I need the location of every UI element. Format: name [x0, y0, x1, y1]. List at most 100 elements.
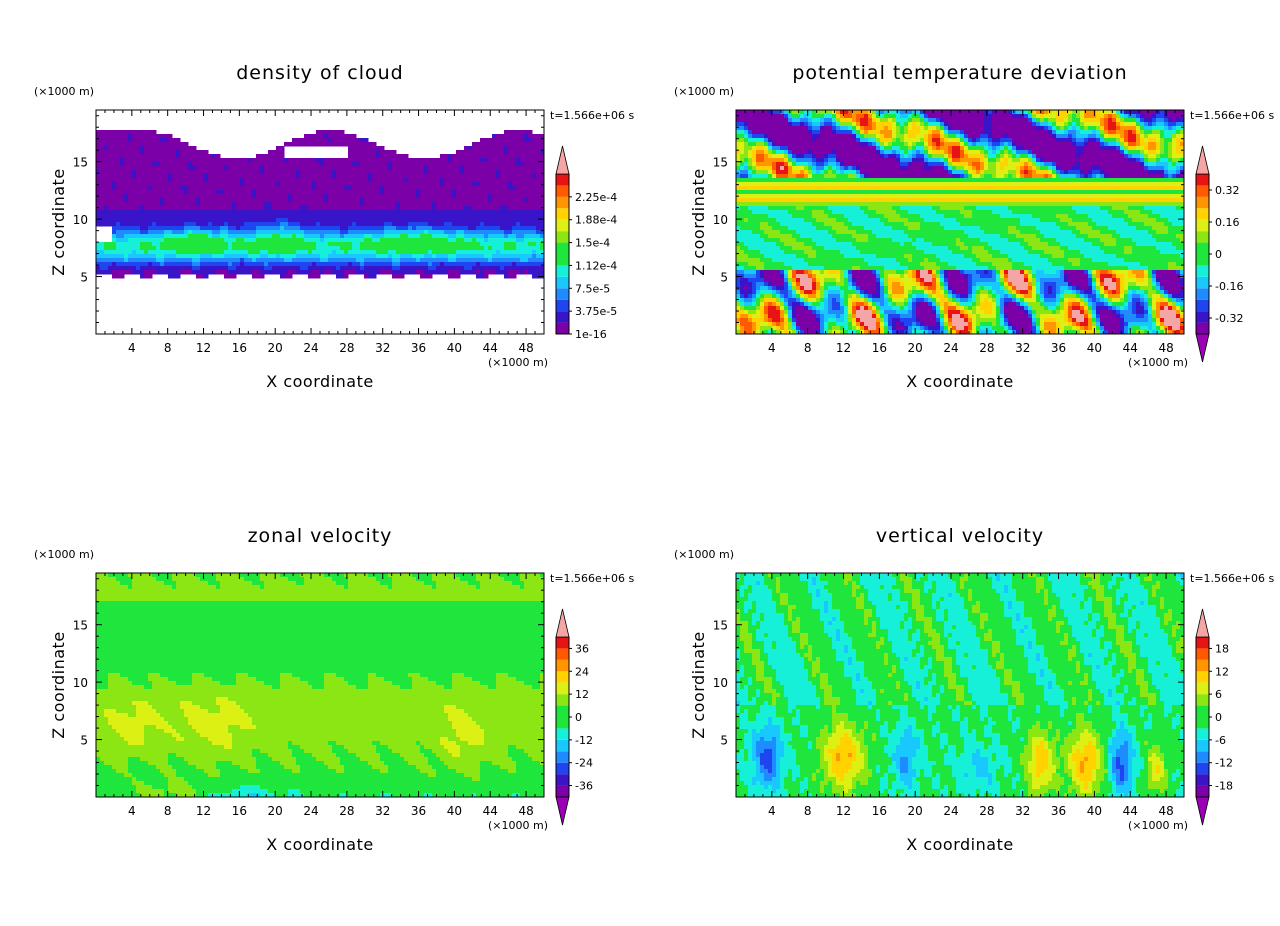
field-cell [336, 254, 341, 259]
field-cell [964, 114, 969, 119]
field-cell [1048, 134, 1053, 139]
field-cell [132, 214, 137, 219]
field-cell [504, 182, 509, 187]
field-cell [172, 178, 177, 183]
field-cell [184, 218, 189, 223]
field-cell [880, 110, 885, 115]
field-cell [328, 250, 333, 255]
field-cell [264, 222, 269, 227]
field-cell [892, 130, 897, 135]
field-cell [200, 266, 205, 271]
field-cell [532, 170, 537, 175]
field-cell [156, 238, 161, 243]
field-cell [1056, 126, 1061, 131]
field-cell [392, 214, 397, 219]
field-cell [1116, 126, 1121, 131]
field-cell [1072, 110, 1077, 115]
field-cell [204, 150, 209, 155]
field-cell [780, 130, 785, 135]
field-cell [252, 222, 257, 227]
field-cell [408, 270, 413, 275]
field-cell [468, 258, 473, 263]
field-cell [480, 162, 485, 167]
field-cell [980, 126, 985, 131]
field-cell [144, 130, 149, 135]
field-cell [432, 206, 437, 211]
field-cell [108, 130, 113, 135]
field-cell [252, 178, 257, 183]
field-cell [408, 234, 413, 239]
field-cell [1156, 126, 1161, 131]
field-cell [232, 186, 237, 191]
field-cell [256, 234, 261, 239]
field-cell [380, 258, 385, 263]
field-cell [304, 246, 309, 251]
field-cell [496, 254, 501, 259]
field-cell [912, 114, 917, 119]
field-cell [780, 146, 785, 151]
field-cell [152, 270, 157, 275]
field-cell [376, 146, 381, 151]
field-cell [300, 202, 305, 207]
field-cell [1124, 126, 1129, 131]
field-cell [156, 230, 161, 235]
field-cell [228, 206, 233, 211]
field-cell [160, 134, 165, 139]
field-cell [836, 114, 841, 119]
field-cell [204, 154, 209, 159]
field-cell [400, 230, 405, 235]
field-cell [408, 170, 413, 175]
field-cell [516, 174, 521, 179]
field-cell [188, 182, 193, 187]
field-cell [112, 270, 117, 275]
field-cell [1012, 118, 1017, 123]
field-cell [1052, 134, 1057, 139]
field-cell [136, 250, 141, 255]
field-cell [484, 202, 489, 207]
field-cell [1000, 134, 1005, 139]
field-cell [388, 154, 393, 159]
field-cell [1044, 110, 1049, 115]
field-cell [124, 138, 129, 143]
field-cell [860, 110, 865, 115]
field-cell [1028, 142, 1033, 147]
field-cell [412, 226, 417, 231]
field-cell [140, 274, 145, 279]
field-cell [156, 270, 161, 275]
field-cell [408, 194, 413, 199]
field-cell [440, 246, 445, 251]
field-cell [448, 202, 453, 207]
field-cell [316, 274, 321, 279]
field-cell [276, 166, 281, 171]
field-cell [516, 154, 521, 159]
field-cell [360, 270, 365, 275]
field-cell [172, 170, 177, 175]
field-cell [864, 122, 869, 127]
field-cell [384, 238, 389, 243]
field-cell [184, 246, 189, 251]
field-cell [1028, 114, 1033, 119]
field-cell [472, 162, 477, 167]
field-cell [440, 158, 445, 163]
field-cell [392, 202, 397, 207]
field-cell [140, 182, 145, 187]
x-axis-label: X coordinate [266, 372, 373, 391]
field-cell [100, 210, 105, 215]
field-cell [1148, 134, 1153, 139]
field-cell [512, 214, 517, 219]
field-cell [196, 258, 201, 263]
field-cell [356, 138, 361, 143]
field-cell [296, 214, 301, 219]
field-cell [372, 222, 377, 227]
field-cell [500, 230, 505, 235]
field-cell [252, 182, 257, 187]
field-cell [260, 266, 265, 271]
field-cell [160, 142, 165, 147]
field-cell [1080, 126, 1085, 131]
field-cell [288, 266, 293, 271]
field-cell [908, 114, 913, 119]
field-cell [524, 154, 529, 159]
field-cell [1016, 118, 1021, 123]
field-cell [1068, 142, 1073, 147]
field-cell [152, 182, 157, 187]
